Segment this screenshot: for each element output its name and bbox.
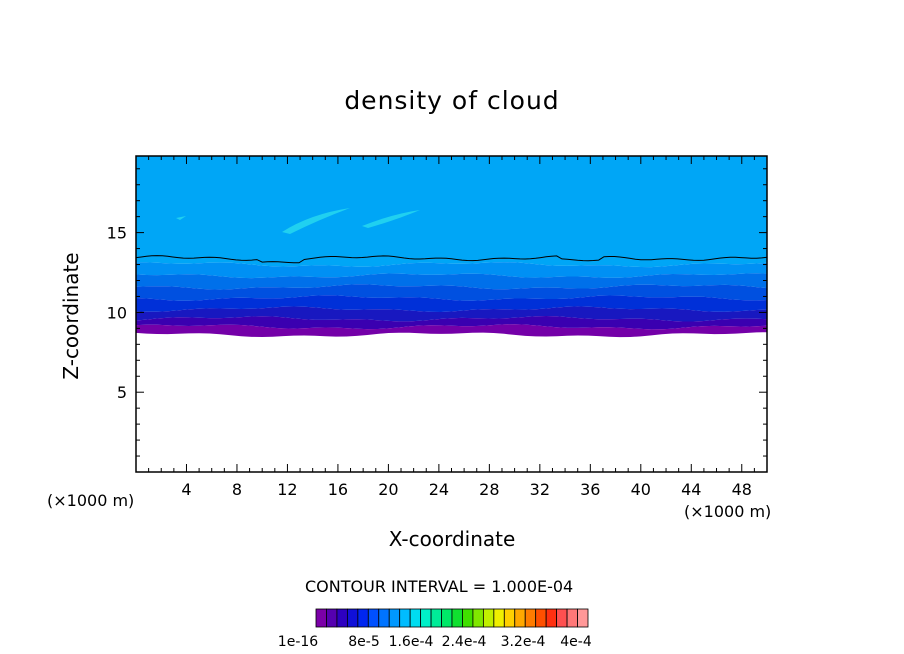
colorbar-swatch [556, 608, 568, 628]
x-tick-label: 40 [631, 480, 651, 499]
colorbar-swatch [399, 608, 411, 628]
colorbar-swatch [493, 608, 505, 628]
contour-line [136, 255, 767, 264]
colorbar-swatch [472, 608, 484, 628]
contour-patch [362, 210, 420, 228]
y-axis-label: Z-coordinate [59, 252, 83, 380]
contour-band [136, 262, 767, 279]
colorbar-swatch [566, 608, 578, 628]
x-axis-label: X-coordinate [388, 527, 516, 551]
x-tick-label: 36 [580, 480, 600, 499]
colorbar-swatch [367, 608, 380, 628]
x-tick-label: 4 [181, 480, 191, 499]
colorbar-swatch [503, 608, 516, 628]
x-tick-label: 24 [429, 480, 449, 499]
y-tick-label: 5 [117, 383, 127, 402]
colorbar-label: 3.2e-4 [501, 634, 546, 650]
colorbar-swatch [336, 608, 348, 628]
x-tick-label: 16 [328, 480, 348, 499]
colorbar-swatch [441, 608, 453, 628]
chart-title: density of cloud [344, 86, 560, 115]
colorbar-swatch [409, 608, 422, 628]
contour-band [136, 156, 767, 268]
colorbar-label: 1.6e-4 [389, 634, 434, 650]
colorbar-swatch [430, 608, 442, 628]
contour-band [136, 324, 767, 338]
colorbar-swatch [451, 608, 463, 628]
colorbar-swatch [545, 608, 558, 628]
contour-band [136, 273, 767, 290]
colorbar-swatch [315, 608, 327, 628]
colorbar-swatch [326, 608, 338, 628]
colorbar-label: 8e-5 [348, 634, 379, 650]
contour-patch [282, 208, 350, 234]
y-tick-label: 15 [107, 224, 127, 243]
contour-band [136, 284, 767, 301]
colorbar-swatch [462, 608, 474, 628]
colorbar-swatch [482, 608, 495, 628]
colorbar-swatch [388, 608, 401, 628]
x-tick-label: 8 [232, 480, 242, 499]
colorbar-swatch [577, 608, 589, 628]
x-unit-right: (×1000 m) [684, 502, 772, 521]
contour-band [136, 316, 767, 330]
contour-fill [136, 156, 767, 338]
contour-band [136, 295, 767, 312]
x-tick-label: 44 [681, 480, 701, 499]
x-tick-label: 20 [378, 480, 398, 499]
x-tick-label: 12 [277, 480, 297, 499]
colorbar-swatch [514, 608, 526, 628]
colorbar-label: 2.4e-4 [442, 634, 487, 650]
contour-interval-text: CONTOUR INTERVAL = 1.000E-04 [305, 577, 574, 596]
colorbar-swatch [378, 608, 390, 628]
colorbar-label: 1e-16 [278, 634, 318, 650]
colorbar-swatch [524, 608, 537, 628]
colorbar-label: 4e-4 [560, 634, 592, 650]
contour-band [136, 306, 767, 322]
colorbar-swatch [420, 608, 432, 628]
colorbar-swatch [357, 608, 369, 628]
colorbar-swatch [346, 608, 359, 628]
x-tick-label: 32 [530, 480, 550, 499]
y-tick-label: 10 [107, 303, 127, 322]
x-tick-label: 48 [732, 480, 752, 499]
colorbar-swatch [535, 608, 547, 628]
contour-patch [176, 216, 186, 220]
x-unit-left: (×1000 m) [47, 491, 135, 510]
x-tick-label: 28 [479, 480, 499, 499]
